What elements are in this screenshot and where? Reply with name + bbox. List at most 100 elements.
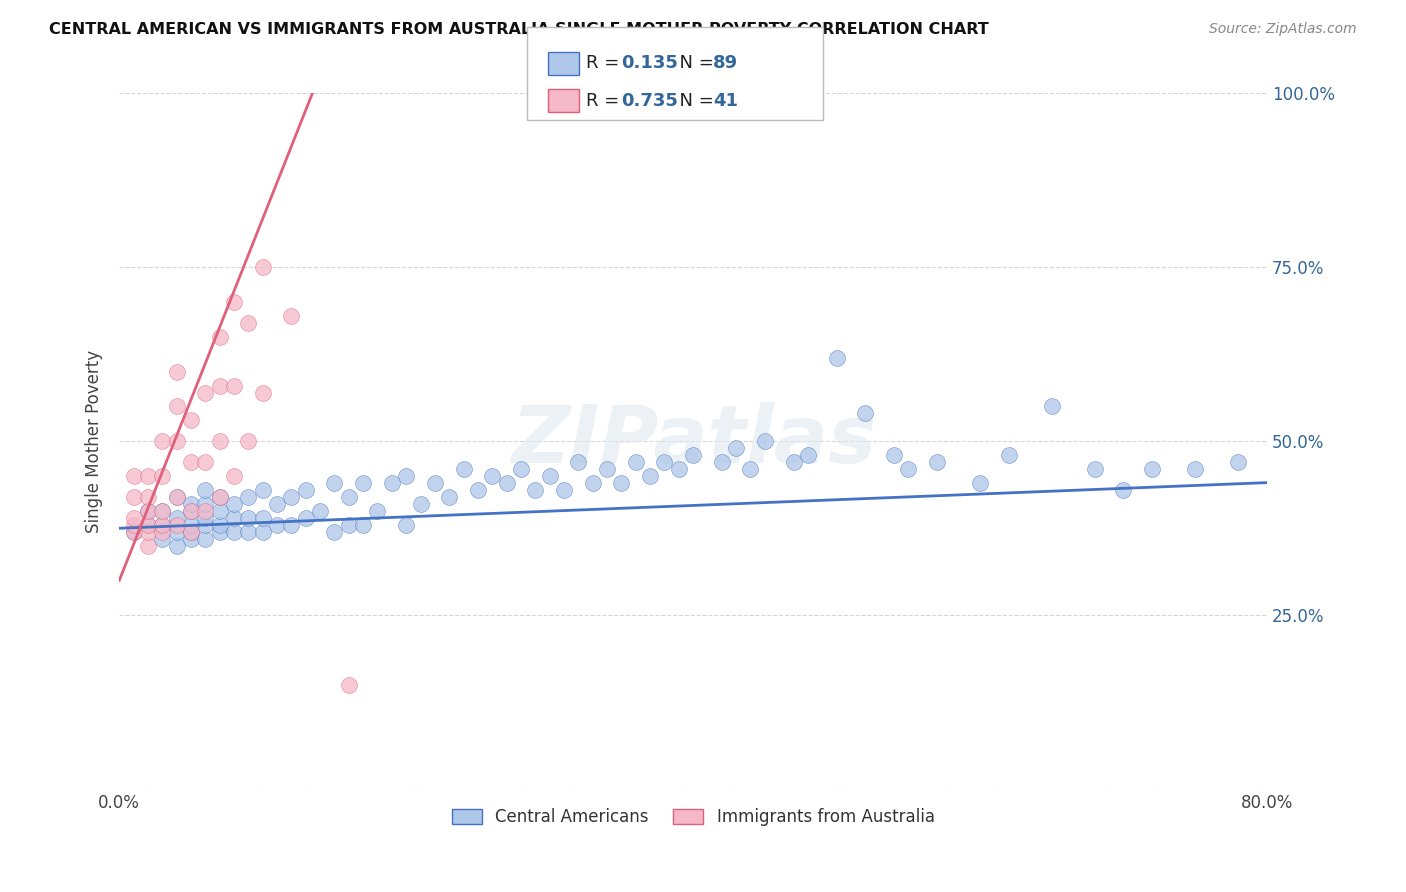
Point (194, 511, 217, 525)
Point (252, 511, 274, 525)
Point (754, 434, 776, 449)
Point (252, 483, 274, 497)
Point (453, 462, 475, 476)
Point (323, 476, 346, 491)
Point (1184, 462, 1206, 476)
Point (553, 483, 575, 497)
Text: Source: ZipAtlas.com: Source: ZipAtlas.com (1209, 22, 1357, 37)
Point (1140, 462, 1163, 476)
Point (208, 490, 231, 504)
Point (1084, 462, 1107, 476)
Point (266, 517, 288, 532)
Point (740, 462, 762, 476)
Y-axis label: Single Mother Poverty: Single Mother Poverty (86, 350, 103, 533)
Point (136, 490, 159, 504)
Point (150, 504, 173, 518)
Point (222, 378, 245, 392)
Text: 89: 89 (713, 54, 738, 72)
Point (222, 511, 245, 525)
Point (166, 524, 188, 539)
Point (238, 434, 260, 449)
Text: 0.735: 0.735 (621, 92, 678, 110)
Point (166, 400, 188, 414)
Point (150, 517, 173, 532)
Text: CENTRAL AMERICAN VS IMMIGRANTS FROM AUSTRALIA SINGLE MOTHER POVERTY CORRELATION : CENTRAL AMERICAN VS IMMIGRANTS FROM AUST… (49, 22, 988, 37)
Text: N =: N = (668, 54, 720, 72)
Point (136, 517, 159, 532)
Text: ZIPatlas: ZIPatlas (510, 402, 876, 480)
Point (596, 462, 619, 476)
Text: R =: R = (586, 92, 626, 110)
Point (194, 497, 217, 511)
Point (1227, 455, 1250, 469)
Point (122, 517, 145, 532)
Point (337, 490, 360, 504)
Point (150, 532, 173, 546)
Point (352, 476, 374, 491)
Point (166, 490, 188, 504)
Point (710, 455, 733, 469)
Point (782, 455, 804, 469)
Point (280, 309, 302, 323)
Point (853, 407, 876, 421)
Point (180, 497, 202, 511)
Point (252, 385, 274, 400)
Point (323, 524, 346, 539)
Point (309, 504, 332, 518)
Point (582, 476, 605, 491)
Point (1040, 400, 1063, 414)
Point (136, 469, 159, 483)
Point (381, 476, 404, 491)
Point (180, 532, 202, 546)
Point (337, 517, 360, 532)
Point (925, 455, 948, 469)
Point (238, 511, 260, 525)
Point (997, 448, 1019, 462)
Point (238, 524, 260, 539)
Point (222, 295, 245, 310)
Point (266, 497, 288, 511)
Point (194, 504, 217, 518)
Point (166, 490, 188, 504)
Legend: Central Americans, Immigrants from Australia: Central Americans, Immigrants from Austr… (444, 802, 942, 833)
Point (208, 524, 231, 539)
Text: N =: N = (668, 92, 720, 110)
Point (166, 539, 188, 553)
Point (222, 469, 245, 483)
Point (150, 469, 173, 483)
Point (194, 532, 217, 546)
Point (682, 448, 704, 462)
Point (668, 462, 690, 476)
Point (136, 539, 159, 553)
Point (423, 476, 446, 491)
Point (280, 490, 302, 504)
Point (180, 504, 202, 518)
Point (222, 497, 245, 511)
Point (150, 524, 173, 539)
Point (1112, 483, 1135, 497)
Point (208, 504, 231, 518)
Point (166, 511, 188, 525)
Point (208, 378, 231, 392)
Point (510, 462, 533, 476)
Point (166, 434, 188, 449)
Point (638, 469, 661, 483)
Point (136, 517, 159, 532)
Point (166, 517, 188, 532)
Point (194, 483, 217, 497)
Point (194, 517, 217, 532)
Point (136, 504, 159, 518)
Point (180, 524, 202, 539)
Point (524, 483, 547, 497)
Point (495, 476, 517, 491)
Point (122, 469, 145, 483)
Point (252, 260, 274, 275)
Point (122, 511, 145, 525)
Point (150, 434, 173, 449)
Point (208, 330, 231, 344)
Point (610, 476, 633, 491)
Point (294, 483, 316, 497)
Point (252, 524, 274, 539)
Point (624, 455, 647, 469)
Point (122, 490, 145, 504)
